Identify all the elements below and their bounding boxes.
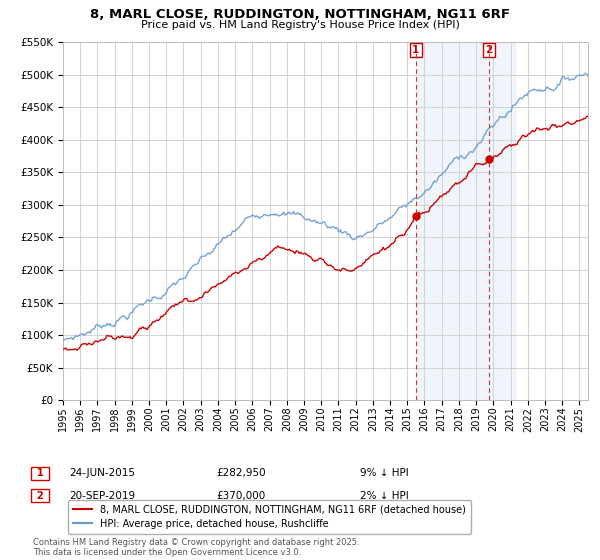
Text: 2: 2: [33, 491, 47, 501]
Text: £282,950: £282,950: [216, 468, 266, 478]
Text: 24-JUN-2015: 24-JUN-2015: [69, 468, 135, 478]
Text: 9% ↓ HPI: 9% ↓ HPI: [360, 468, 409, 478]
Text: Contains HM Land Registry data © Crown copyright and database right 2025.
This d: Contains HM Land Registry data © Crown c…: [33, 538, 359, 557]
Text: 1: 1: [412, 45, 419, 55]
Text: 1: 1: [33, 468, 47, 478]
Text: 2: 2: [485, 45, 493, 55]
Text: Price paid vs. HM Land Registry's House Price Index (HPI): Price paid vs. HM Land Registry's House …: [140, 20, 460, 30]
Legend: 8, MARL CLOSE, RUDDINGTON, NOTTINGHAM, NG11 6RF (detached house), HPI: Average p: 8, MARL CLOSE, RUDDINGTON, NOTTINGHAM, N…: [68, 500, 470, 534]
Text: 2% ↓ HPI: 2% ↓ HPI: [360, 491, 409, 501]
Text: 20-SEP-2019: 20-SEP-2019: [69, 491, 135, 501]
Text: 8, MARL CLOSE, RUDDINGTON, NOTTINGHAM, NG11 6RF: 8, MARL CLOSE, RUDDINGTON, NOTTINGHAM, N…: [90, 8, 510, 21]
Bar: [416, 42, 515, 400]
Text: £370,000: £370,000: [216, 491, 265, 501]
